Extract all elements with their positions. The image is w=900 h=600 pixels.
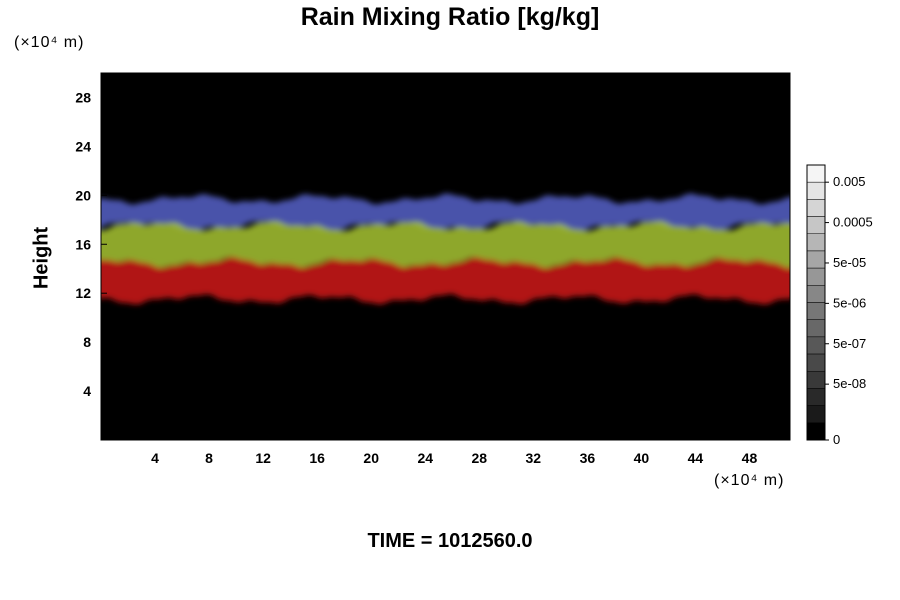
colorbar-swatch [806, 371, 826, 389]
colorbar-swatch [806, 250, 826, 269]
colorbar-swatch [806, 336, 826, 355]
colorbar-label: 5e-05 [833, 255, 866, 270]
y-tick-label: 8 [83, 334, 91, 350]
colorbar-swatch [806, 181, 826, 200]
x-tick-label: 12 [255, 450, 271, 466]
y-tick-label: 20 [75, 187, 91, 203]
time-label: TIME = 1012560.0 [367, 530, 533, 552]
field-layers [101, 193, 790, 305]
band-red [101, 256, 790, 305]
colorbar-label: 0.0005 [833, 215, 873, 230]
y-axis-unit: (×10⁴ m) [14, 34, 85, 51]
band-blue [101, 193, 790, 231]
colorbar-swatch [806, 388, 826, 406]
plot-frame [100, 72, 791, 441]
colorbar-swatch [806, 319, 826, 338]
chart-title: Rain Mixing Ratio [kg/kg] [300, 3, 600, 31]
colorbar-frame [806, 164, 826, 441]
colorbar-swatch [806, 216, 826, 234]
colorbar-swatch [806, 267, 826, 286]
x-tick-label: 20 [363, 450, 379, 466]
colorbar-swatch [806, 233, 826, 252]
y-tick-label: 12 [75, 285, 91, 301]
x-tick-label: 24 [417, 450, 433, 466]
colorbar-label: 0 [833, 432, 840, 447]
x-tick-label: 16 [309, 450, 325, 466]
colorbar-label: 0.005 [833, 174, 866, 189]
y-tick-label: 24 [75, 138, 91, 154]
y-tick-label: 16 [75, 236, 91, 252]
colorbar-label: 5e-07 [833, 336, 866, 351]
x-axis-unit: (×10⁴ m) [714, 472, 785, 489]
colorbar-swatch [806, 199, 826, 217]
x-tick-label: 48 [742, 450, 758, 466]
y-tick-label: 28 [75, 89, 91, 105]
x-tick-label: 40 [634, 450, 650, 466]
colorbar-swatch [806, 285, 826, 303]
x-tick-label: 36 [580, 450, 596, 466]
colorbar-swatch [806, 405, 826, 424]
colorbar-swatch [806, 164, 826, 183]
colorbar-label: 5e-06 [833, 295, 866, 310]
colorbar-swatch [806, 422, 826, 441]
x-tick-label: 44 [688, 450, 704, 466]
x-tick-label: 4 [151, 450, 159, 466]
colorbar-label: 5e-08 [833, 376, 866, 391]
x-tick-label: 32 [526, 450, 542, 466]
y-tick-label: 4 [83, 383, 91, 399]
colorbar-swatch [806, 353, 826, 372]
x-tick-label: 8 [205, 450, 213, 466]
band-yellow-green [101, 220, 790, 269]
colorbar-swatch [806, 302, 826, 320]
x-tick-label: 28 [471, 450, 487, 466]
